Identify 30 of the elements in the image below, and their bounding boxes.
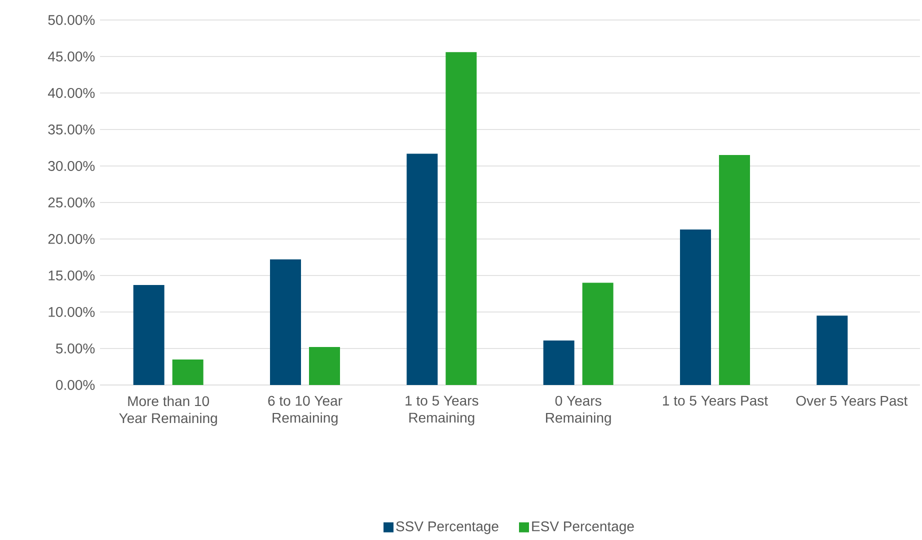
bar bbox=[172, 359, 204, 385]
y-tick-label: 15.00% bbox=[48, 270, 95, 280]
bar bbox=[816, 316, 848, 385]
y-tick-label: 10.00% bbox=[48, 307, 95, 317]
bar bbox=[270, 259, 301, 385]
y-tick-label: 40.00% bbox=[48, 88, 95, 98]
bar bbox=[680, 230, 711, 385]
x-tick-label: 6 to 10 Year Remaining bbox=[268, 396, 342, 426]
x-tick-label: 0 Years Remaining bbox=[546, 396, 611, 426]
legend-label: SSV Percentage bbox=[396, 521, 498, 534]
x-tick-label: More than 10 Year Remaining bbox=[119, 396, 217, 426]
bar bbox=[718, 155, 750, 385]
y-tick-label: 0.00% bbox=[56, 380, 95, 390]
y-tick-label: 50.00% bbox=[48, 15, 95, 25]
y-tick-label: 30.00% bbox=[48, 161, 95, 171]
x-tick-label: 1 to 5 Years Remaining bbox=[406, 396, 478, 426]
bar bbox=[309, 347, 340, 385]
y-tick-label: 35.00% bbox=[48, 124, 95, 134]
bar bbox=[543, 340, 574, 385]
y-tick-label: 25.00% bbox=[48, 198, 95, 208]
x-tick-label: 1 to 5 Years Past bbox=[663, 396, 768, 406]
legend-label: ESV Percentage bbox=[532, 521, 634, 534]
bar bbox=[133, 284, 164, 385]
y-tick-label: 20.00% bbox=[48, 234, 95, 244]
bar bbox=[406, 154, 438, 385]
bar bbox=[582, 282, 614, 385]
y-tick-label: 5.00% bbox=[56, 344, 95, 354]
x-tick-label: Over 5 Years Past bbox=[796, 396, 908, 406]
y-tick-label: 45.00% bbox=[48, 52, 95, 62]
bar bbox=[446, 52, 477, 385]
